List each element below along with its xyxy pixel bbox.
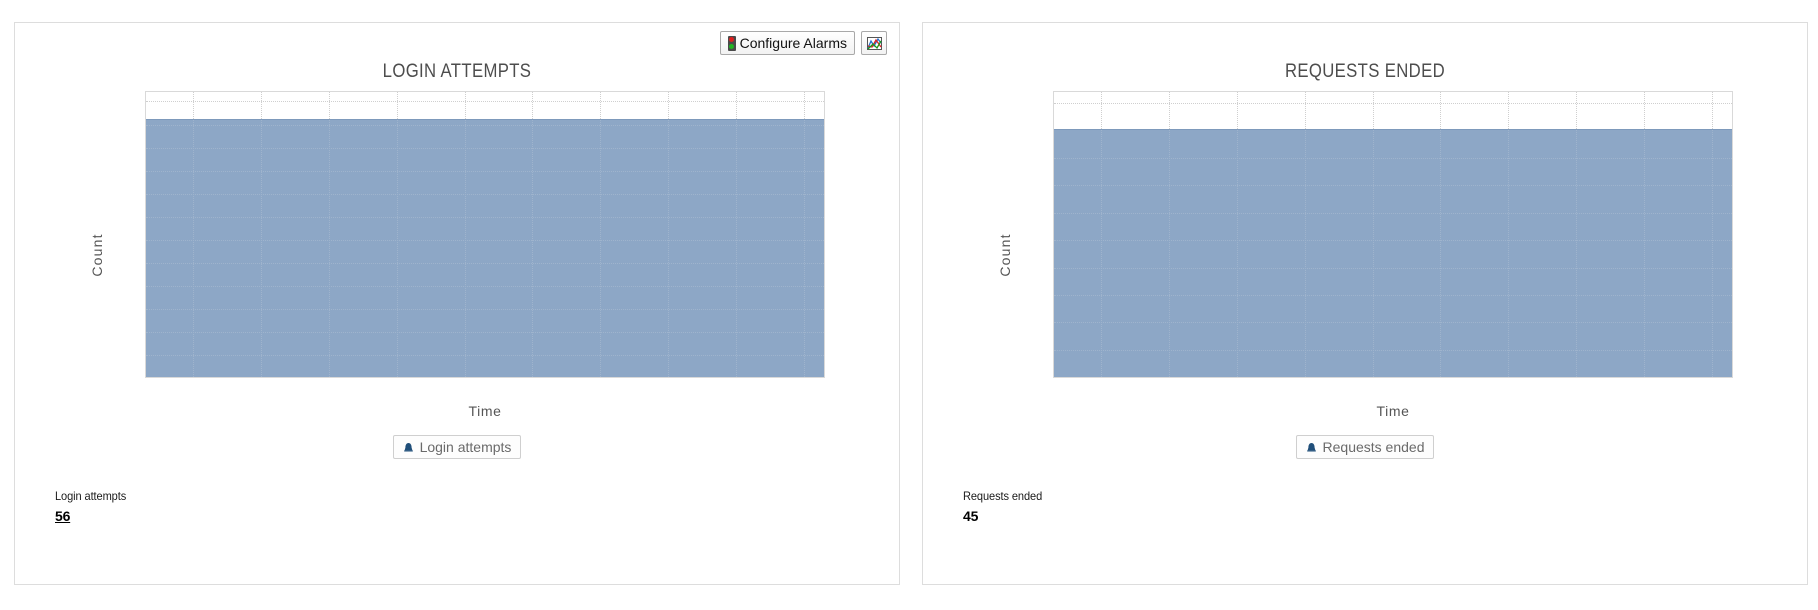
legend-label: Login attempts	[419, 439, 512, 455]
legend-item-requests-ended[interactable]: Requests ended	[1295, 435, 1435, 459]
panel-login-attempts: Configure Alarms LOGIN ATTEMPTS Count	[14, 22, 900, 585]
stat-value: 45	[963, 508, 979, 524]
chart-legend: Requests ended	[923, 435, 1807, 459]
chart-requests-ended: Count	[923, 85, 1809, 425]
configure-alarms-label: Configure Alarms	[739, 35, 847, 51]
configure-alarms-button[interactable]: Configure Alarms	[719, 31, 855, 55]
plot-area: 60 55 50 45 40 35 30 25 20 15 10 5 0 01:…	[145, 91, 825, 378]
chart-legend: Login attempts	[15, 435, 899, 459]
legend-label: Requests ended	[1322, 439, 1425, 455]
area-series-requests-ended	[1054, 129, 1732, 377]
chart-login-attempts: Count	[15, 85, 901, 425]
panel-requests-ended: REQUESTS ENDED Count	[922, 22, 1808, 585]
stat-value: 56	[55, 508, 71, 524]
series-gridlines	[1054, 130, 1732, 377]
page-title: REQUESTS ENDED	[1284, 61, 1446, 82]
traffic-light-icon	[727, 35, 736, 51]
bell-icon	[1306, 442, 1316, 451]
stat-label: Login attempts	[55, 489, 127, 503]
legend-item-login-attempts[interactable]: Login attempts	[392, 435, 522, 459]
area-series-login-attempts	[146, 118, 824, 377]
stat-label: Requests ended	[963, 489, 1043, 503]
page-title: LOGIN ATTEMPTS	[382, 61, 532, 82]
y-axis-title: Count	[89, 233, 105, 277]
summary-stat-login-attempts: Login attempts 56	[55, 489, 132, 526]
x-axis-title: Time	[468, 403, 502, 419]
line-chart-icon	[866, 36, 882, 50]
panel-toolbar: Configure Alarms	[719, 31, 887, 55]
bell-icon	[403, 442, 413, 451]
series-gridlines	[146, 119, 824, 377]
y-axis-title: Count	[997, 233, 1013, 277]
summary-stat-requests-ended: Requests ended 45	[963, 489, 1049, 526]
plot-area: 50 45 40 35 30 25 20 15 10 5 0 01:00 02:…	[1053, 91, 1733, 378]
chart-options-button[interactable]	[861, 31, 887, 55]
x-axis-title: Time	[1376, 403, 1410, 419]
